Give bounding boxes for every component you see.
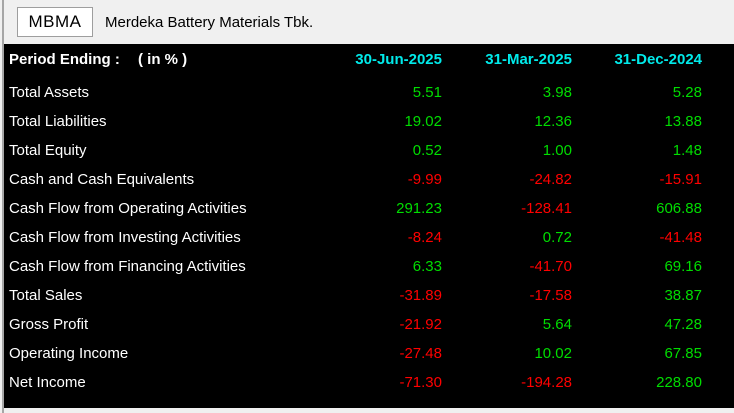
- value-cell: -194.28: [521, 374, 572, 391]
- table-body: Total Assets 5.51 3.98 5.28 Total Liabil…: [6, 74, 702, 397]
- value-cell: 606.88: [656, 200, 702, 217]
- row-label: Total Sales: [9, 287, 83, 304]
- value-cell: -41.70: [529, 258, 572, 275]
- period-label-text: Period Ending :: [9, 50, 120, 68]
- value-cell: -8.24: [407, 229, 442, 246]
- value-cell: 69.16: [664, 258, 702, 275]
- row-label: Total Assets: [9, 84, 90, 101]
- row-label: Cash Flow from Operating Activities: [9, 200, 247, 217]
- row-label: Cash Flow from Financing Activities: [9, 258, 246, 275]
- table-header-row: Period Ending : ( in % ) 30-Jun-2025 31-…: [6, 44, 702, 74]
- value-cell: 1.48: [672, 142, 702, 159]
- ticker-code: MBMA: [28, 12, 82, 31]
- table-row: Cash Flow from Operating Activities 291.…: [6, 194, 702, 223]
- table-row: Cash Flow from Financing Activities 6.33…: [6, 252, 702, 281]
- row-label: Total Equity: [9, 142, 87, 159]
- table-row: Total Assets 5.51 3.98 5.28: [6, 78, 702, 107]
- table-row: Cash and Cash Equivalents -9.99 -24.82 -…: [6, 165, 702, 194]
- value-cell: 5.64: [542, 316, 572, 333]
- column-header-1: 30-Jun-2025: [355, 50, 442, 68]
- row-label: Cash and Cash Equivalents: [9, 171, 195, 188]
- table-row: Total Liabilities 19.02 12.36 13.88: [6, 107, 702, 136]
- value-cell: 47.28: [664, 316, 702, 333]
- value-cell: 291.23: [396, 200, 442, 217]
- table-row: Net Income -71.30 -194.28 228.80: [6, 368, 702, 397]
- value-cell: -15.91: [659, 171, 702, 188]
- company-name: Merdeka Battery Materials Tbk.: [105, 13, 314, 31]
- value-cell: 6.33: [412, 258, 442, 275]
- table-row: Gross Profit -21.92 5.64 47.28: [6, 310, 702, 339]
- value-cell: 0.72: [542, 229, 572, 246]
- table-row: Operating Income -27.48 10.02 67.85: [6, 339, 702, 368]
- value-cell: 10.02: [534, 345, 572, 362]
- value-cell: 5.28: [672, 84, 702, 101]
- value-cell: -41.48: [659, 229, 702, 246]
- table-row: Cash Flow from Investing Activities -8.2…: [6, 223, 702, 252]
- row-label: Operating Income: [9, 345, 129, 362]
- column-header-2: 31-Mar-2025: [485, 50, 572, 68]
- column-header-3: 31-Dec-2024: [614, 50, 702, 68]
- value-cell: 13.88: [664, 113, 702, 130]
- value-cell: -9.99: [407, 171, 442, 188]
- value-cell: -17.58: [529, 287, 572, 304]
- value-cell: -128.41: [521, 200, 572, 217]
- row-label: Gross Profit: [9, 316, 89, 333]
- value-cell: 12.36: [534, 113, 572, 130]
- title-bar: MBMA Merdeka Battery Materials Tbk.: [4, 0, 734, 44]
- row-label: Total Liabilities: [9, 113, 107, 130]
- value-cell: -24.82: [529, 171, 572, 188]
- value-cell: -31.89: [399, 287, 442, 304]
- value-cell: 0.52: [412, 142, 442, 159]
- value-cell: 228.80: [656, 374, 702, 391]
- period-ending-label: Period Ending : ( in % ): [6, 51, 312, 68]
- value-cell: 5.51: [412, 84, 442, 101]
- value-cell: 67.85: [664, 345, 702, 362]
- row-label: Net Income: [9, 374, 86, 391]
- ticker-input[interactable]: MBMA: [17, 7, 93, 37]
- value-cell: 1.00: [542, 142, 572, 159]
- value-cell: -71.30: [399, 374, 442, 391]
- value-cell: 3.98: [542, 84, 572, 101]
- value-cell: 38.87: [664, 287, 702, 304]
- table-row: Total Equity 0.52 1.00 1.48: [6, 136, 702, 165]
- window-left-border: [2, 0, 4, 413]
- unit-label-text: ( in % ): [138, 50, 188, 68]
- table-row: Total Sales -31.89 -17.58 38.87: [6, 281, 702, 310]
- value-cell: -27.48: [399, 345, 442, 362]
- value-cell: 19.02: [404, 113, 442, 130]
- row-label: Cash Flow from Investing Activities: [9, 229, 241, 246]
- value-cell: -21.92: [399, 316, 442, 333]
- ratio-table-panel: Period Ending : ( in % ) 30-Jun-2025 31-…: [4, 44, 734, 408]
